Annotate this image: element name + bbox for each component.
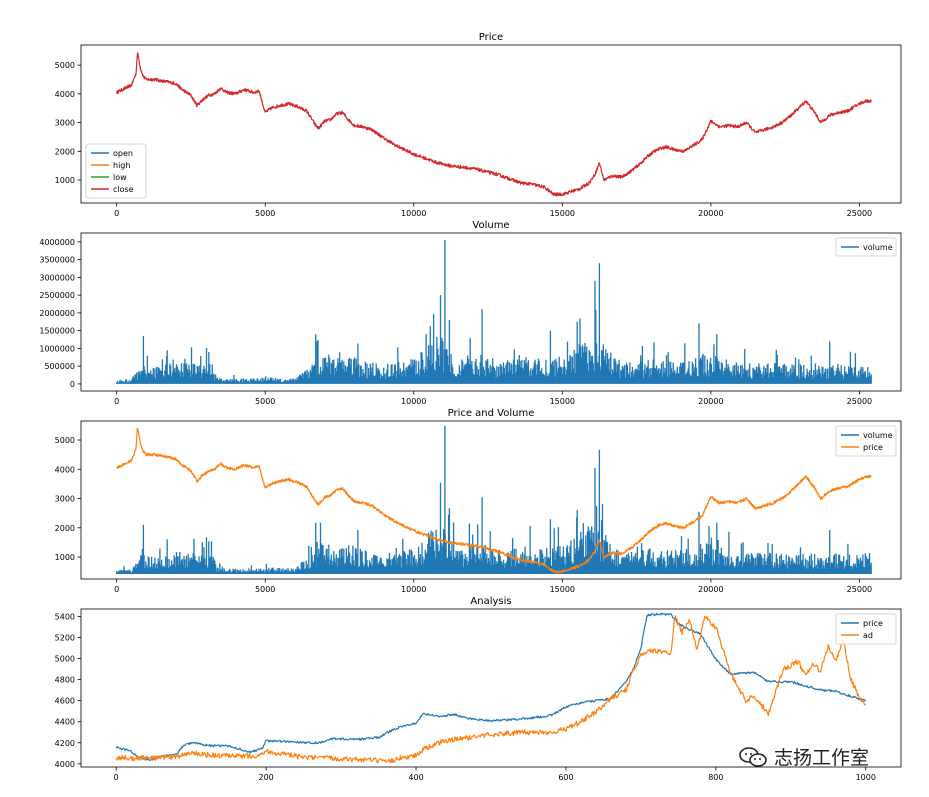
legend-label-volume: volume: [863, 243, 893, 252]
legend-label-volume: volume: [863, 431, 893, 440]
chart-title: Volume: [472, 220, 509, 231]
x-tick-label: 10000: [401, 397, 426, 406]
plot-area: [116, 240, 872, 384]
y-tick-label: 3500000: [39, 256, 75, 265]
y-tick-label: 1000: [55, 176, 75, 185]
x-tick-label: 400: [408, 773, 423, 782]
x-tick-label: 1000: [856, 773, 876, 782]
y-tick-label: 4400: [55, 718, 75, 727]
axes-frame: [80, 608, 902, 768]
legend-label-price: price: [863, 619, 883, 628]
y-tick-label: 0: [70, 380, 75, 389]
x-tick-label: 5000: [255, 585, 275, 594]
x-tick-label: 0: [114, 209, 119, 218]
plot-area: [116, 425, 872, 574]
y-tick-label: 1500000: [39, 327, 75, 336]
y-tick-label: 3000: [55, 119, 75, 128]
x-tick-label: 600: [558, 773, 573, 782]
y-tick-label: 4000: [55, 760, 75, 769]
series-ad: [115, 615, 867, 764]
x-tick-label: 0: [114, 585, 119, 594]
legend-box: [85, 143, 147, 199]
legend-label-close: close: [113, 185, 134, 194]
legend-label-high: high: [113, 161, 130, 170]
series-close: [116, 52, 872, 197]
x-tick-label: 0: [114, 397, 119, 406]
x-tick-label: 200: [258, 773, 273, 782]
x-tick-label: 25000: [847, 585, 872, 594]
chart-title: Analysis: [470, 596, 511, 607]
panel-price: Price 0 5000 10000 15000 20000 25000 1000 2000 30…: [55, 32, 902, 218]
panel-price_volume: Price and Volume 0 5000 10000 15000 20000 2500…: [55, 408, 902, 594]
plot-area: [115, 612, 867, 764]
y-tick-label: 2000: [55, 524, 75, 533]
y-tick-label: 4000: [55, 465, 75, 474]
y-tick-label: 4800: [55, 676, 75, 685]
watermark: 志扬工作室: [738, 743, 869, 770]
y-tick-label: 4200: [55, 739, 75, 748]
panel-analysis: Analysis 0 200 400 600 800 1000 4000 4200 4400 460…: [55, 596, 902, 782]
chart-title: Price: [479, 32, 503, 43]
x-tick-label: 15000: [550, 585, 575, 594]
x-tick-label: 20000: [698, 585, 723, 594]
x-tick-label: 25000: [847, 397, 872, 406]
x-tick-label: 5000: [255, 397, 275, 406]
x-tick-label: 800: [708, 773, 723, 782]
x-tick-label: 15000: [550, 209, 575, 218]
axes-frame: [80, 232, 902, 392]
series-volume: [116, 425, 872, 574]
axes-frame: [80, 44, 902, 204]
panel-volume: Volume 0 5000 10000 15000 20000 25000 0 500000 10…: [39, 220, 902, 406]
y-tick-label: 2000: [55, 147, 75, 156]
y-tick-label: 3000000: [39, 273, 75, 282]
y-tick-label: 2500000: [39, 291, 75, 300]
series-price: [115, 612, 866, 761]
x-tick-label: 20000: [698, 397, 723, 406]
legend: price ad: [835, 613, 897, 645]
x-tick-label: 0: [114, 773, 119, 782]
legend: volume: [835, 237, 897, 257]
legend: volume price: [835, 425, 897, 457]
series-volume: [116, 240, 872, 384]
legend-box: [835, 237, 897, 257]
wechat-bubbles-icon: [739, 746, 767, 767]
plot-area: [116, 52, 872, 197]
y-tick-label: 5400: [55, 612, 75, 621]
y-tick-label: 3000: [55, 495, 75, 504]
legend-label-ad: ad: [863, 631, 873, 640]
y-tick-label: 4600: [55, 697, 75, 706]
legend-label-low: low: [113, 173, 127, 182]
legend-box: [835, 613, 897, 645]
y-tick-label: 5000: [55, 61, 75, 70]
y-tick-label: 2000000: [39, 309, 75, 318]
x-tick-label: 5000: [255, 209, 275, 218]
x-tick-label: 10000: [401, 209, 426, 218]
y-tick-label: 1000000: [39, 344, 75, 353]
y-tick-label: 5000: [55, 655, 75, 664]
x-tick-label: 10000: [401, 585, 426, 594]
x-tick-label: 15000: [550, 397, 575, 406]
legend-box: [835, 425, 897, 457]
chart-title: Price and Volume: [448, 408, 535, 419]
legend-label-open: open: [113, 149, 133, 158]
legend: open high low close: [85, 143, 147, 199]
legend-label-price: price: [863, 443, 883, 452]
y-tick-label: 4000000: [39, 238, 75, 247]
series-price: [116, 427, 872, 574]
y-tick-label: 4000: [55, 90, 75, 99]
y-tick-label: 5200: [55, 633, 75, 642]
x-tick-label: 25000: [847, 209, 872, 218]
y-tick-label: 5000: [55, 436, 75, 445]
y-tick-label: 500000: [44, 362, 75, 371]
watermark-text: 志扬工作室: [774, 747, 870, 769]
y-tick-label: 1000: [55, 553, 75, 562]
x-tick-label: 20000: [698, 209, 723, 218]
axes-frame: [80, 420, 902, 580]
